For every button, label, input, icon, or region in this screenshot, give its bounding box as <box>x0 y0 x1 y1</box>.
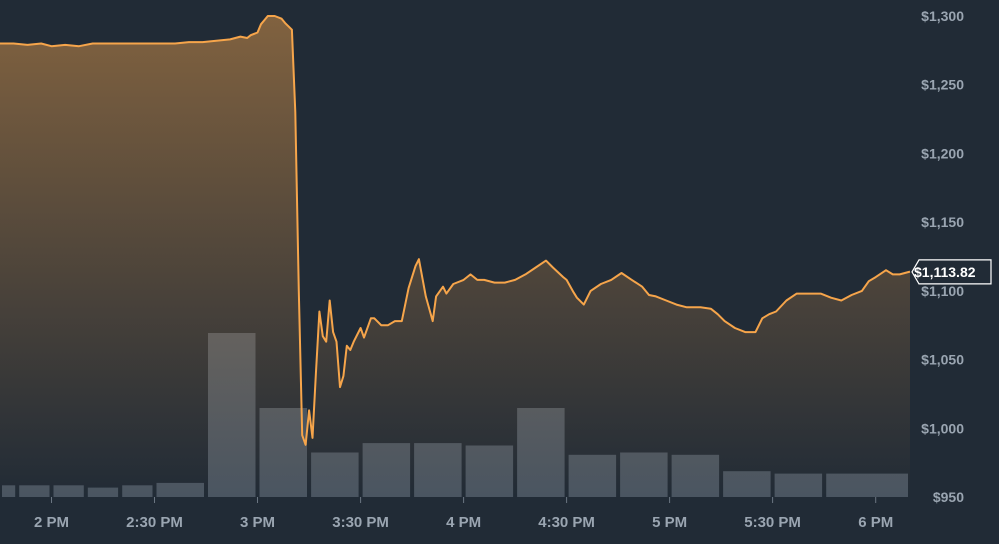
x-tick-label: 2:30 PM <box>126 514 183 531</box>
price-area <box>0 16 910 497</box>
y-tick-label: $1,250 <box>921 77 964 93</box>
x-tick-label: 6 PM <box>858 514 893 531</box>
x-tick-label: 5:30 PM <box>744 514 801 531</box>
x-tick-label: 5 PM <box>652 514 687 531</box>
y-tick-label: $1,000 <box>921 420 964 436</box>
current-price-label: $1,113.82 <box>914 264 976 280</box>
price-line[interactable] <box>0 15 911 446</box>
y-tick-label: $1,050 <box>921 352 964 368</box>
x-tick-label: 3 PM <box>240 514 275 531</box>
x-tick-label: 4 PM <box>446 514 481 531</box>
x-axis: 2 PM 2:30 PM 3 PM 3:30 PM 4 PM 4:30 PM 5 PM 5:3… <box>34 497 893 531</box>
x-tick-label: 2 PM <box>34 514 69 531</box>
y-tick-label: $1,150 <box>921 214 964 230</box>
y-tick-label: $1,200 <box>921 145 964 161</box>
y-tick-label: $950 <box>933 489 964 505</box>
x-tick-label: 4:30 PM <box>538 514 595 531</box>
y-axis: $950 $1,000 $1,050 $1,100 $1,150 $1,200 $1,250… <box>921 8 964 505</box>
y-tick-label: $1,300 <box>921 8 964 24</box>
x-tick-label: 3:30 PM <box>332 514 389 531</box>
y-tick-label: $1,100 <box>921 283 964 299</box>
current-price-flag-shape <box>911 259 992 285</box>
current-price-flag: $1,113.82 <box>911 259 992 285</box>
